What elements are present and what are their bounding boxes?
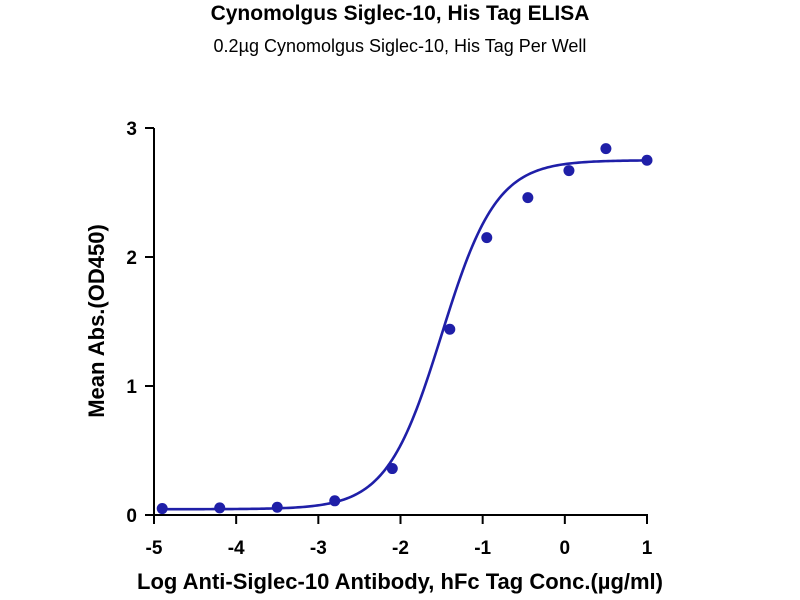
- x-tick-label: -1: [474, 538, 491, 559]
- data-point: [156, 503, 168, 515]
- axes: -5 -4 -3 -2 -1 0 1 0 1 2 3: [126, 119, 652, 559]
- data-point: [600, 143, 612, 155]
- y-tick-label: 1: [126, 377, 137, 398]
- x-tick-label: -3: [310, 538, 327, 559]
- y-tick-label: 3: [126, 119, 137, 140]
- y-tick-label: 0: [126, 506, 137, 527]
- x-tick-label: 0: [560, 538, 571, 559]
- data-point: [214, 502, 226, 514]
- data-point: [386, 463, 398, 475]
- data-point: [563, 165, 575, 177]
- chart-subtitle: 0.2µg Cynomolgus Siglec-10, His Tag Per …: [213, 36, 587, 56]
- x-axis-title: Log Anti-Siglec-10 Antibody, hFc Tag Con…: [137, 569, 663, 594]
- points-layer: [156, 143, 653, 515]
- x-tick-label: -5: [146, 538, 163, 559]
- data-point: [271, 501, 283, 513]
- data-point: [481, 232, 493, 244]
- x-tick-label: 1: [642, 538, 653, 559]
- data-point: [444, 323, 456, 335]
- data-point: [641, 154, 653, 166]
- x-tick-label: -4: [228, 538, 245, 559]
- chart-title: Cynomolgus Siglec-10, His Tag ELISA: [210, 2, 590, 25]
- y-axis-title: Mean Abs.(OD450): [84, 224, 109, 418]
- fit-curve: [162, 159, 648, 511]
- data-point: [522, 192, 534, 204]
- y-tick-label: 2: [126, 248, 137, 269]
- data-point: [329, 495, 341, 507]
- x-tick-label: -2: [392, 538, 409, 559]
- fit-layer: [162, 159, 648, 511]
